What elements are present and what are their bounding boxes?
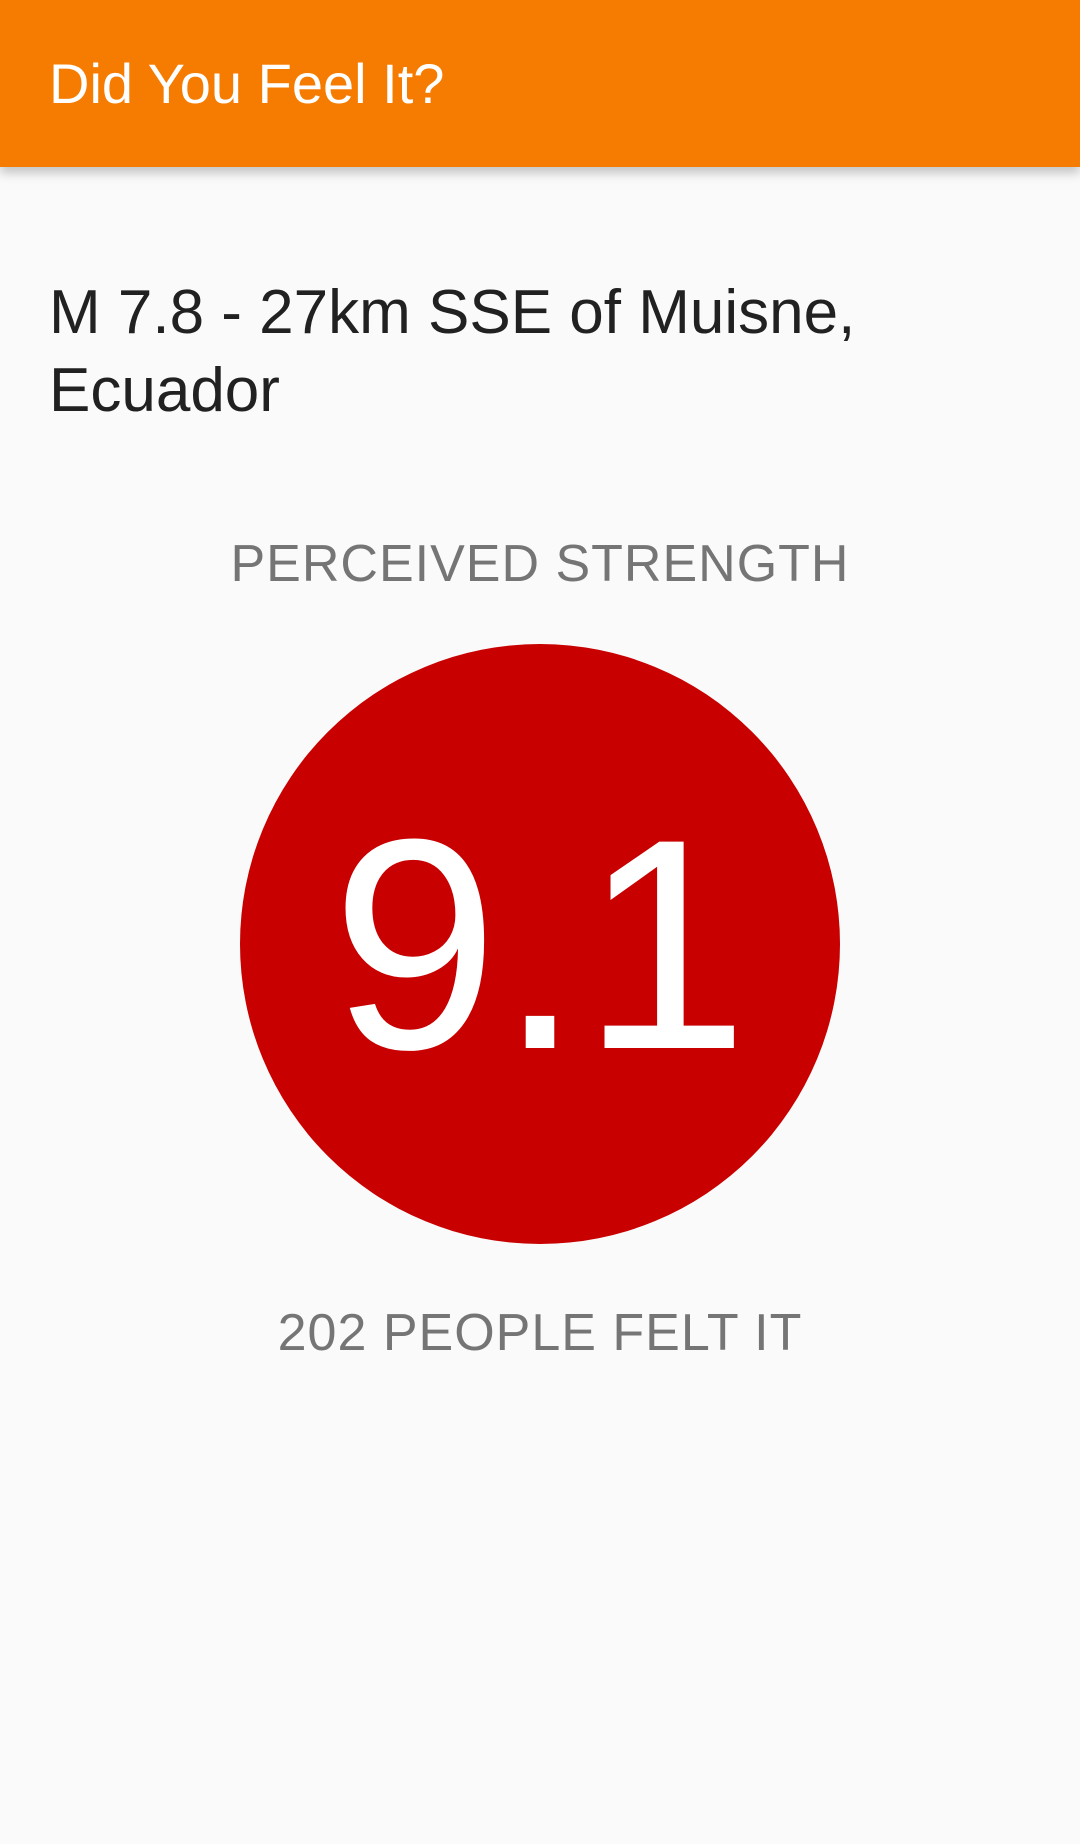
- intensity-circle: 9.1: [240, 644, 840, 1244]
- intensity-value: 9.1: [331, 776, 749, 1112]
- people-felt-count: 202 PEOPLE FELT IT: [277, 1304, 803, 1362]
- main-content: M 7.8 - 27km SSE of Muisne, Ecuador PERC…: [0, 167, 1080, 1844]
- toolbar-title: Did You Feel It?: [49, 52, 445, 115]
- app-toolbar: Did You Feel It?: [0, 0, 1080, 167]
- perceived-strength-label: PERCEIVED STRENGTH: [230, 535, 850, 593]
- earthquake-title: M 7.8 - 27km SSE of Muisne, Ecuador: [49, 278, 856, 425]
